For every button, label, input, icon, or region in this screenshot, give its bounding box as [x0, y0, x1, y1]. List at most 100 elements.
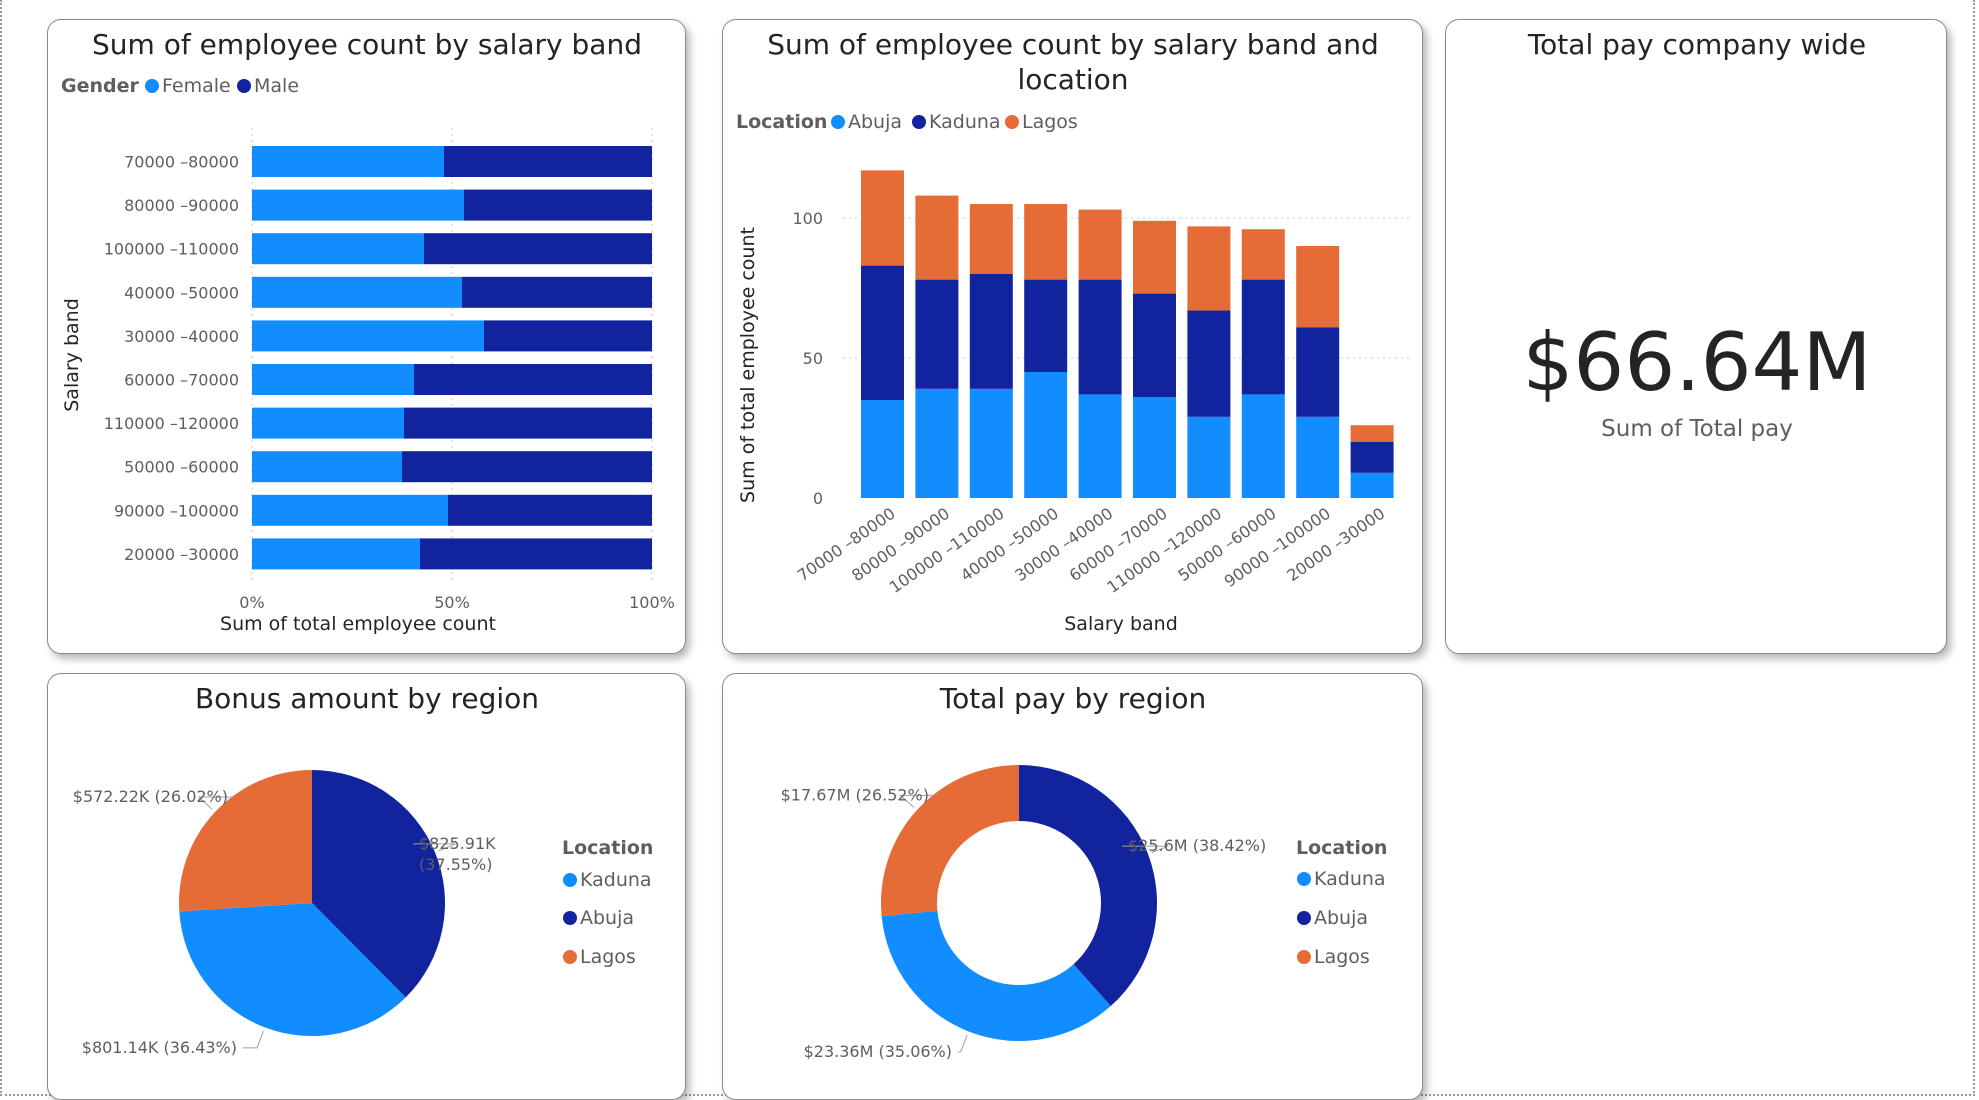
column-abuja[interactable] [861, 400, 904, 498]
legend-lagos-label[interactable]: Lagos [1022, 111, 1078, 133]
slice-kaduna[interactable] [312, 770, 445, 998]
bar-male[interactable] [414, 364, 652, 395]
column-abuja[interactable] [969, 388, 1013, 498]
slice-lagos[interactable] [881, 765, 1019, 917]
column-abuja[interactable] [1187, 416, 1231, 498]
chart-title: Total pay by region [939, 682, 1207, 715]
legend-lagos-label[interactable]: Lagos [580, 946, 636, 968]
x-axis-title: Salary band [1064, 613, 1178, 635]
x-tick-label: 0% [239, 593, 264, 612]
column-abuja[interactable] [915, 388, 959, 498]
column-lagos[interactable] [1187, 226, 1231, 311]
slice-abuja[interactable] [179, 903, 406, 1036]
column-abuja[interactable] [1133, 397, 1176, 498]
total-pay-kpi-card[interactable]: Total pay company wide $66.64M Sum of To… [1445, 19, 1947, 654]
legend-female-label[interactable]: Female [162, 75, 231, 97]
location-salary-band-card[interactable]: Sum of employee count by salary band and… [722, 19, 1423, 654]
column-kaduna[interactable] [969, 274, 1013, 389]
column-abuja[interactable] [1078, 394, 1122, 498]
gender-salary-band-card[interactable]: Sum of employee count by salary band Gen… [47, 19, 686, 654]
column-kaduna[interactable] [1133, 293, 1176, 398]
leader-line [413, 843, 456, 852]
column-lagos[interactable] [1024, 204, 1068, 280]
total-pay-kpi: Total pay company wide $66.64M Sum of To… [1523, 28, 1872, 442]
bar-male[interactable] [462, 276, 652, 308]
column-kaduna[interactable] [1350, 442, 1394, 473]
bar-male[interactable] [464, 189, 652, 221]
legend-abuja-label[interactable]: Abuja [580, 907, 634, 929]
legend-lagos-marker [1005, 115, 1019, 129]
column-abuja[interactable] [1350, 472, 1394, 498]
column-abuja[interactable] [1241, 394, 1285, 498]
bar-female[interactable] [252, 407, 404, 439]
y-tick-label: 0 [813, 489, 823, 508]
bar-male[interactable] [402, 451, 652, 483]
bar-female[interactable] [252, 320, 484, 352]
column-lagos[interactable] [915, 195, 959, 280]
y-tick-label: 100000 –110000 [104, 240, 239, 259]
legend-abuja-marker [1297, 911, 1311, 925]
legend-abuja-marker [563, 911, 577, 925]
slice-lagos[interactable] [178, 770, 312, 912]
column-abuja[interactable] [1296, 416, 1340, 498]
leader-line [1122, 845, 1169, 853]
column-lagos[interactable] [969, 204, 1013, 274]
slice-kaduna[interactable] [1019, 765, 1157, 1007]
column-lagos[interactable] [1241, 229, 1285, 280]
bar-male[interactable] [424, 233, 652, 265]
legend-male-label[interactable]: Male [254, 75, 299, 97]
column-kaduna[interactable] [1187, 310, 1231, 417]
legend-lagos-marker [1297, 950, 1311, 964]
total-pay-by-region-card[interactable]: Total pay by region $25.6M (38.42%) $23.3… [722, 673, 1423, 1100]
bar-female[interactable] [252, 538, 420, 570]
column-kaduna[interactable] [1078, 279, 1122, 395]
bar-male[interactable] [444, 146, 652, 177]
column-kaduna[interactable] [861, 265, 904, 400]
column-lagos[interactable] [1350, 425, 1394, 442]
chart-title-line2: location [1017, 63, 1128, 96]
slice-abuja[interactable] [881, 910, 1111, 1041]
column-abuja[interactable] [1024, 372, 1068, 498]
column-lagos[interactable] [1078, 209, 1122, 280]
bar-female[interactable] [252, 189, 464, 221]
chart-title: Bonus amount by region [195, 682, 539, 715]
x-tick-label: 50% [434, 593, 470, 612]
column-lagos[interactable] [861, 170, 904, 266]
legend-kaduna-label[interactable]: Kaduna [580, 869, 652, 891]
bonus-by-region-card[interactable]: Bonus amount by region $825.91K (37.55%) $… [47, 673, 686, 1100]
leader-line [958, 1035, 968, 1053]
column-kaduna[interactable] [1296, 327, 1340, 417]
column-lagos[interactable] [1133, 220, 1176, 294]
bar-male[interactable] [484, 320, 652, 352]
legend-male-marker [237, 79, 251, 93]
column-kaduna[interactable] [915, 279, 959, 389]
bar-male[interactable] [420, 538, 652, 570]
y-tick-label: 110000 –120000 [104, 414, 239, 433]
bar-female[interactable] [252, 233, 424, 265]
location-salary-band-chart: Sum of employee count by salary band and… [736, 28, 1411, 635]
column-kaduna[interactable] [1241, 279, 1285, 395]
column-lagos[interactable] [1296, 246, 1340, 328]
legend-abuja-label[interactable]: Abuja [1314, 907, 1368, 929]
legend-lagos-label[interactable]: Lagos [1314, 946, 1370, 968]
bonus-by-region-chart: Bonus amount by region $825.91K (37.55%) $… [73, 682, 654, 1057]
data-label: $23.36M (35.06%) [804, 1042, 952, 1061]
bar-female[interactable] [252, 276, 462, 308]
bar-female[interactable] [252, 146, 444, 177]
legend-title: Location [562, 837, 653, 859]
legend-kaduna-label[interactable]: Kaduna [1314, 868, 1386, 890]
bar-male[interactable] [448, 494, 652, 526]
legend-abuja-label[interactable]: Abuja [848, 111, 902, 133]
bar-male[interactable] [404, 407, 652, 439]
bar-female[interactable] [252, 451, 402, 483]
leader-line [243, 1030, 264, 1049]
y-tick-label: 40000 –50000 [124, 283, 239, 302]
legend-kaduna-label[interactable]: Kaduna [929, 111, 1001, 133]
bar-female[interactable] [252, 364, 414, 395]
kpi-title: Total pay company wide [1527, 28, 1866, 61]
y-axis-title: Sum of total employee count [737, 227, 759, 503]
y-tick-label: 20000 –30000 [124, 545, 239, 564]
y-tick-label: 50 [803, 349, 823, 368]
column-kaduna[interactable] [1024, 279, 1068, 372]
bar-female[interactable] [252, 494, 448, 526]
